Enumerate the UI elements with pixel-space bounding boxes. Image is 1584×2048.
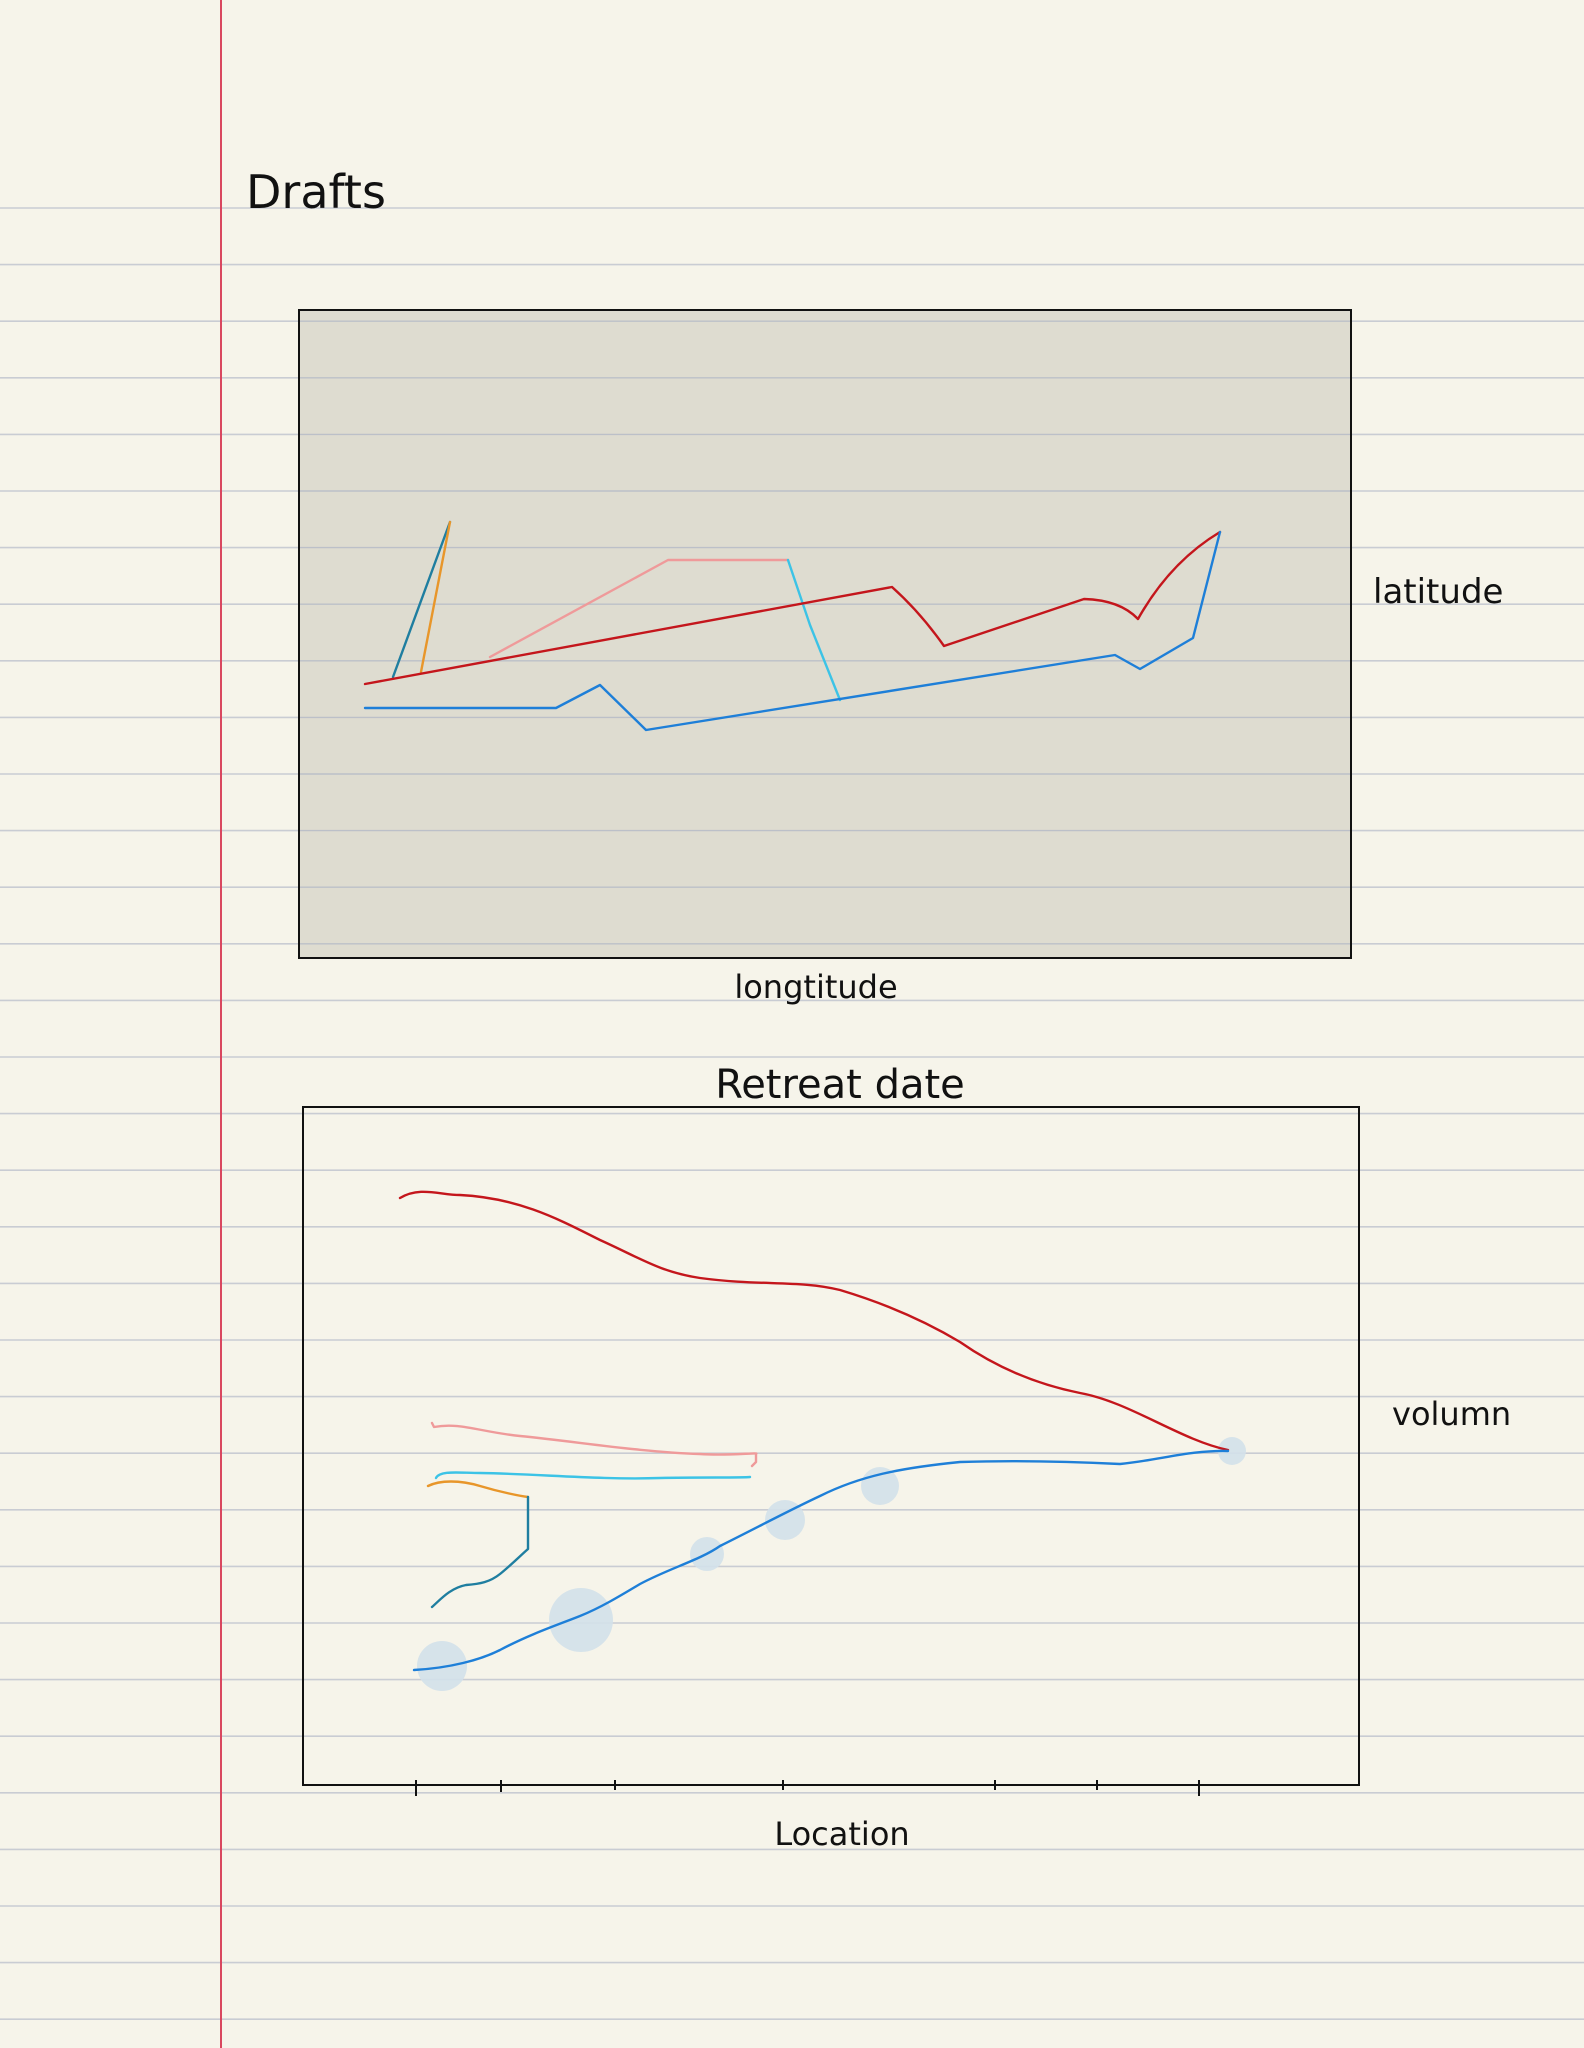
- flow-sketch: Retreat date volumn Loca: [302, 1062, 1511, 1853]
- bubble: [861, 1467, 899, 1505]
- flow-title: Retreat date: [715, 1062, 965, 1108]
- cyan-stream: [434, 1471, 752, 1480]
- bubble: [549, 1588, 613, 1652]
- pink-path: [488, 558, 790, 659]
- blue-stream: [412, 1449, 1230, 1672]
- map-frame: [298, 309, 1352, 959]
- orange-path: [419, 520, 452, 674]
- bubble-group: [417, 1437, 1246, 1691]
- orange-stream: [426, 1480, 530, 1499]
- page-title: Drafts: [246, 165, 386, 219]
- bubble: [765, 1500, 805, 1540]
- blue-path: [363, 530, 1222, 732]
- cyan-path: [786, 558, 842, 702]
- bubble: [417, 1641, 467, 1691]
- map-y-label: latitude: [1373, 572, 1503, 612]
- red-stream: [398, 1190, 1230, 1452]
- map-x-label: longtitude: [734, 968, 897, 1006]
- flow-frame: [302, 1106, 1360, 1786]
- x-axis-ticks: [415, 1780, 1200, 1796]
- flow-y-label: volumn: [1392, 1395, 1511, 1433]
- teal-path: [391, 520, 452, 679]
- flow-x-label: Location: [774, 1815, 909, 1853]
- map-sketch: latitude longtitude: [298, 309, 1503, 1006]
- pink-stream: [430, 1421, 758, 1468]
- red-path: [363, 530, 1222, 686]
- teal-stream: [430, 1495, 530, 1609]
- bubble: [1218, 1437, 1246, 1465]
